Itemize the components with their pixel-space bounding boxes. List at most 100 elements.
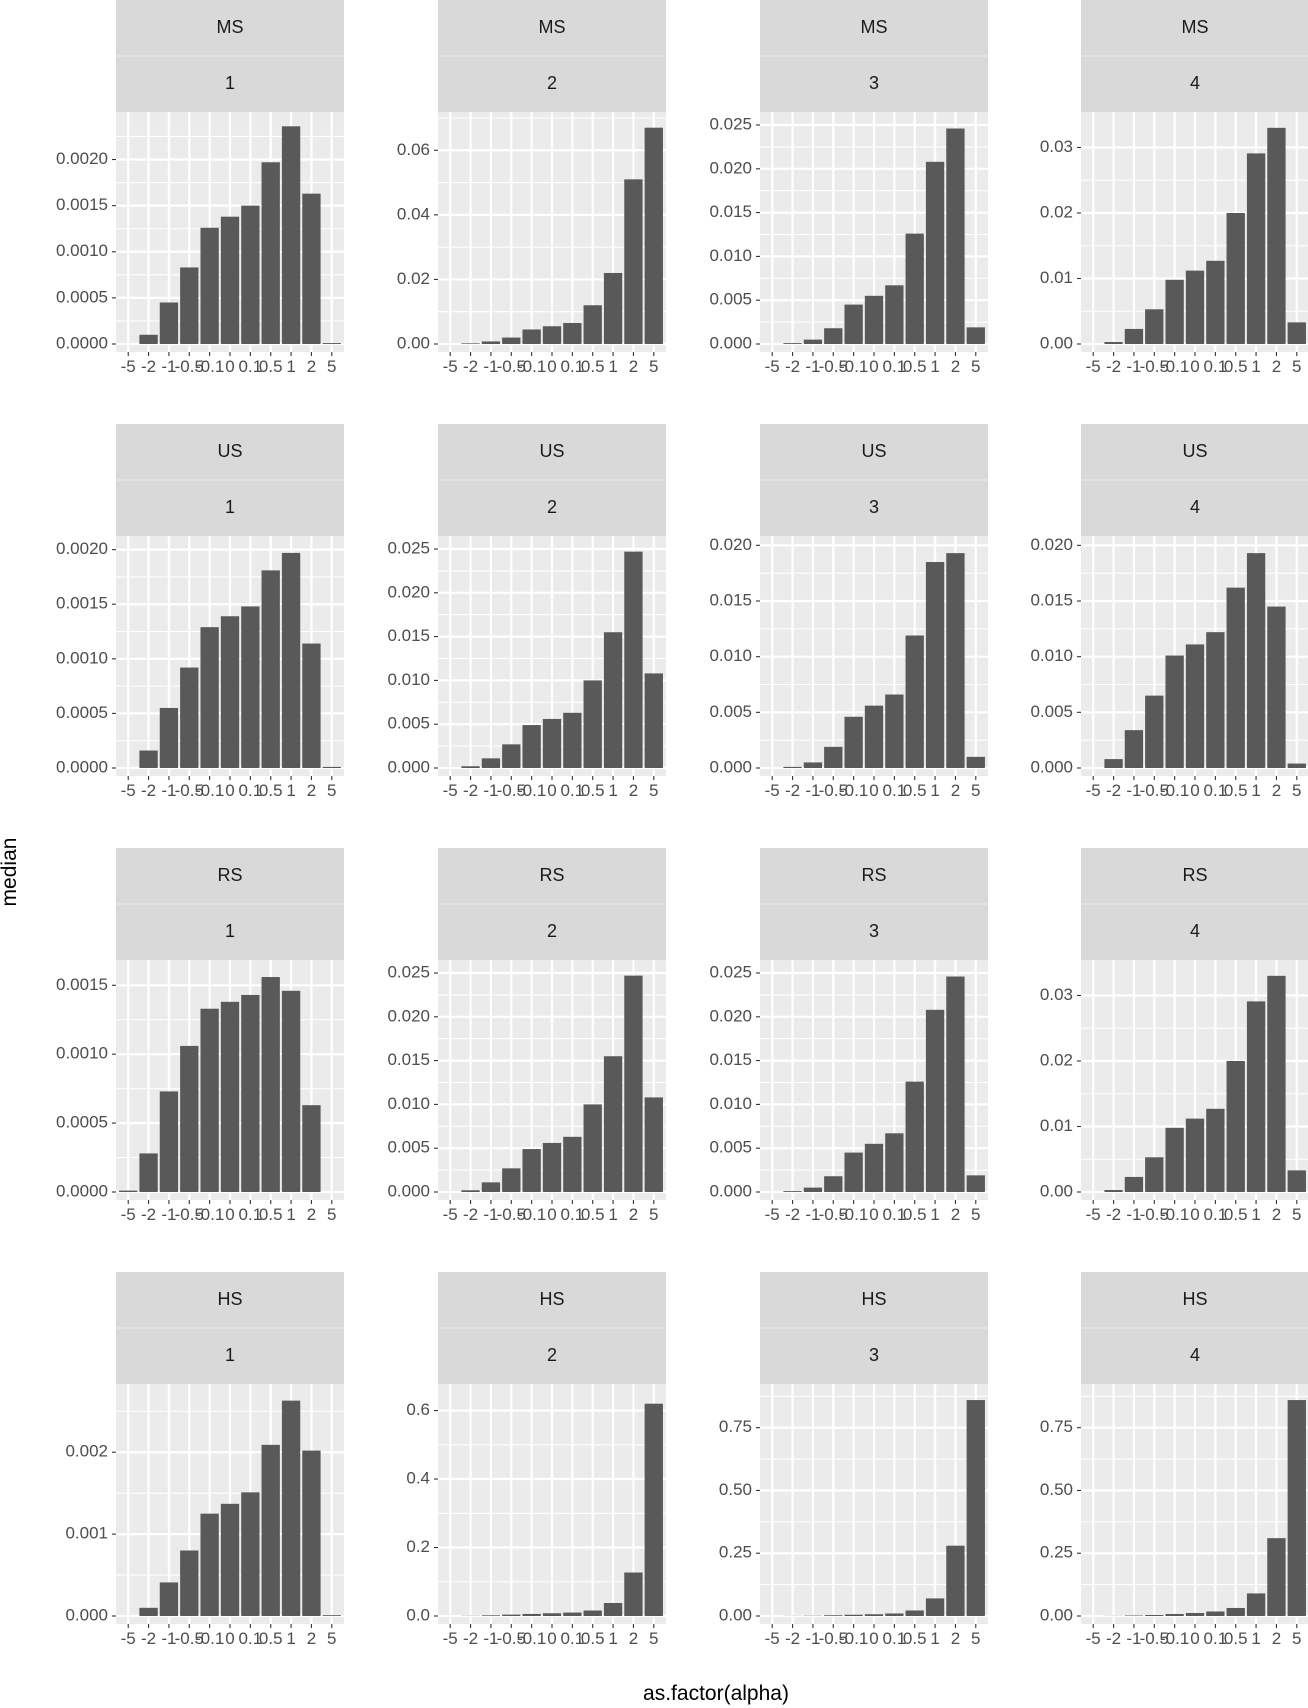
facet-strip-label: 2 [547, 1345, 557, 1365]
bar [905, 1081, 924, 1192]
x-tick-label: -2 [463, 1205, 478, 1224]
x-tick-label: -2 [463, 781, 478, 800]
bar [502, 1168, 521, 1192]
x-tick-label: -2 [785, 781, 800, 800]
bar [1287, 1170, 1306, 1192]
facet-strip-label: RS [861, 865, 886, 885]
bar [1124, 328, 1144, 344]
y-tick-label: 0.015 [387, 1050, 430, 1069]
y-tick-label: 0.005 [709, 702, 752, 721]
x-tick-label: 2 [1272, 781, 1281, 800]
bar [1246, 1593, 1266, 1616]
bar [159, 1091, 179, 1192]
bar [885, 694, 904, 768]
facet-panel: RS 3 0.000 0.005 0.010 0.015 0.020 0.025 -5 -2 -1-… [709, 848, 988, 1224]
bar [824, 746, 843, 768]
x-tick-label: 0.1 [561, 1629, 585, 1648]
bar [1185, 1612, 1205, 1616]
bar [864, 705, 884, 768]
bar [281, 1400, 301, 1616]
bar [1267, 127, 1286, 345]
x-tick-label: -1 [483, 357, 498, 376]
y-tick-label: 0.01 [1040, 268, 1073, 287]
bar [803, 1187, 823, 1192]
bar [783, 766, 802, 768]
facet-panel: HS 4 0.00 0.25 0.50 0.75 -5 -2 -1-0.5-0.1 0 0.10.5… [1040, 1272, 1308, 1648]
x-tick-label: 5 [649, 357, 658, 376]
y-tick-label: 0.020 [709, 1006, 752, 1025]
x-tick-label: -2 [141, 1205, 156, 1224]
x-tick-label: -0.5 [1140, 357, 1169, 376]
x-tick-label: -0.1 [1160, 1205, 1189, 1224]
bar [502, 337, 521, 344]
x-tick-label: -5 [1086, 1629, 1101, 1648]
bar [261, 977, 280, 1192]
bar [200, 227, 219, 344]
x-tick-label: -2 [1106, 781, 1121, 800]
strip-background [116, 56, 344, 112]
bar [644, 673, 663, 768]
bar [139, 334, 158, 344]
bar [241, 606, 260, 768]
x-tick-label: -2 [463, 357, 478, 376]
y-tick-label: 0.015 [1030, 590, 1073, 609]
facet-strip-label: 4 [1190, 921, 1200, 941]
x-tick-label: 0.5 [581, 1205, 605, 1224]
facet-panel: HS 3 0.00 0.25 0.50 0.75 -5 -2 -1-0.5-0.1 0 0.10.5… [719, 1272, 988, 1648]
x-tick-label: -0.1 [195, 1205, 224, 1224]
x-tick-label: -1 [805, 357, 820, 376]
bar [946, 553, 965, 768]
bar [159, 302, 179, 344]
x-tick-label: 2 [951, 1205, 960, 1224]
bar [803, 339, 823, 344]
x-tick-label: -0.5 [175, 1629, 204, 1648]
strip-background [1081, 0, 1308, 56]
y-tick-label: 0.0015 [56, 195, 108, 214]
bar [1246, 553, 1266, 768]
x-tick-label: -5 [1086, 1205, 1101, 1224]
bar [281, 990, 301, 1192]
x-tick-label: 1 [286, 357, 295, 376]
x-tick-label: -1 [1126, 781, 1141, 800]
x-tick-label: -0.5 [819, 1629, 848, 1648]
x-tick-label: 0.5 [581, 357, 605, 376]
strip-background [438, 1272, 666, 1328]
strip-background [760, 480, 988, 536]
x-tick-label: 0.1 [1204, 781, 1228, 800]
x-tick-label: -2 [785, 1205, 800, 1224]
strip-background [116, 0, 344, 56]
x-tick-label: -1 [161, 357, 176, 376]
y-tick-label: 0.25 [1040, 1543, 1073, 1562]
x-tick-label: 5 [649, 1205, 658, 1224]
facet-strip-label: MS [1182, 17, 1209, 37]
y-tick-label: 0.015 [709, 1050, 752, 1069]
x-tick-label: -1 [1126, 1629, 1141, 1648]
strip-background [760, 56, 988, 112]
x-tick-label: 0.5 [259, 781, 283, 800]
y-tick-label: 0.000 [387, 1181, 430, 1200]
x-tick-label: 1 [608, 357, 617, 376]
x-tick-label: -5 [765, 1205, 780, 1224]
bar [241, 994, 260, 1192]
x-tick-label: 0.5 [581, 1629, 605, 1648]
y-tick-label: 0.010 [387, 1094, 430, 1113]
x-tick-label: -0.1 [839, 1629, 868, 1648]
strip-background [116, 848, 344, 904]
bar [302, 643, 321, 768]
x-tick-label: -5 [121, 1629, 136, 1648]
bar [139, 1153, 158, 1192]
x-tick-label: 1 [930, 1205, 939, 1224]
bar [481, 341, 501, 344]
strip-background [1081, 904, 1308, 960]
y-tick-label: 0.00 [719, 1605, 752, 1624]
bar [1104, 1190, 1123, 1192]
x-tick-label: -0.5 [1140, 1629, 1169, 1648]
facet-strip-label: 4 [1190, 497, 1200, 517]
strip-background [438, 1328, 666, 1384]
x-tick-label: 0.1 [561, 781, 585, 800]
x-tick-label: 5 [971, 781, 980, 800]
bar [220, 1503, 240, 1616]
x-tick-label: 0.5 [259, 1205, 283, 1224]
x-tick-label: 0 [547, 1629, 556, 1648]
